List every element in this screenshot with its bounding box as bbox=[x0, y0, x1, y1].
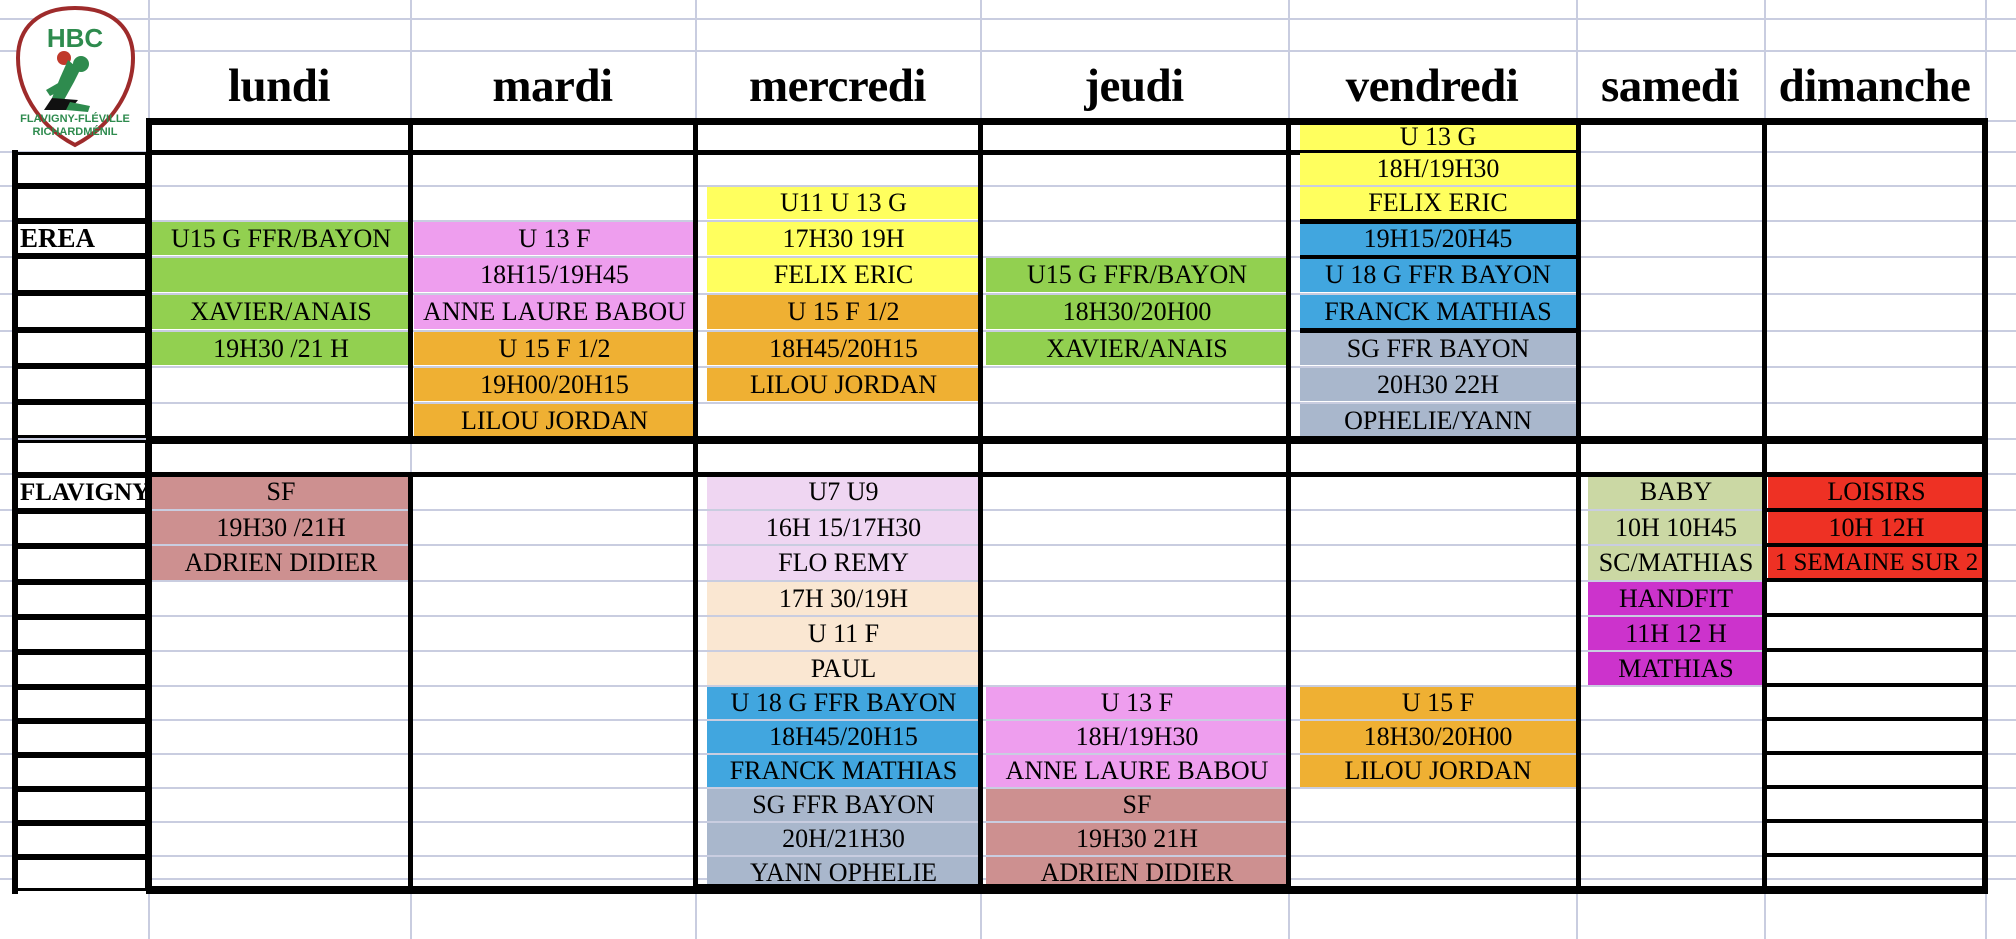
svg-text:HBC: HBC bbox=[47, 23, 104, 53]
schedule-cell[interactable]: FRANCK MATHIAS bbox=[707, 755, 980, 787]
schedule-cell[interactable]: U 13 F bbox=[414, 222, 695, 255]
schedule-cell[interactable]: ADRIEN DIDIER bbox=[152, 546, 410, 580]
schedule-cell[interactable]: 19H30 /21H bbox=[152, 511, 410, 544]
schedule-cell[interactable]: SF bbox=[152, 475, 410, 509]
schedule-cell[interactable]: U 15 F bbox=[1300, 687, 1576, 719]
schedule-cell[interactable]: 16H 15/17H30 bbox=[707, 511, 980, 544]
schedule-cell[interactable]: OPHELIE/YANN bbox=[1300, 404, 1576, 437]
schedule-cell[interactable]: XAVIER/ANAIS bbox=[152, 295, 410, 329]
schedule-cell[interactable]: 17H 30/19H bbox=[707, 582, 980, 615]
schedule-cell[interactable]: 19H30 21H bbox=[986, 823, 1288, 855]
schedule-cell[interactable]: 1 SEMAINE SUR 2 bbox=[1768, 546, 1985, 580]
schedule-cell[interactable]: U 11 F bbox=[707, 617, 980, 650]
schedule-cell[interactable]: HANDFIT bbox=[1588, 582, 1764, 615]
schedule-cell[interactable]: SG FFR BAYON bbox=[1300, 332, 1576, 365]
schedule-cell[interactable]: U15 G FFR/BAYON bbox=[152, 222, 410, 255]
schedule-cell[interactable]: LILOU JORDAN bbox=[707, 368, 980, 401]
schedule-cell[interactable]: U 18 G FFR BAYON bbox=[707, 687, 980, 719]
day-header-jeudi: jeudi bbox=[1084, 60, 1184, 112]
schedule-cell[interactable]: 19H00/20H15 bbox=[414, 368, 695, 401]
schedule-cell[interactable]: 18H30/20H00 bbox=[986, 295, 1288, 329]
schedule-cell[interactable]: 11H 12 H bbox=[1588, 617, 1764, 650]
schedule-cell[interactable]: U 13 G bbox=[1300, 122, 1576, 152]
schedule-cell[interactable]: PAUL bbox=[707, 652, 980, 685]
schedule-cell[interactable]: U 15 F 1/2 bbox=[707, 295, 980, 329]
schedule-cell[interactable]: U 13 F bbox=[986, 687, 1288, 719]
schedule-cell[interactable]: SC/MATHIAS bbox=[1588, 546, 1764, 580]
schedule-cell[interactable]: SG FFR BAYON bbox=[707, 789, 980, 821]
venue-label-flavigny: FLAVIGNY bbox=[20, 479, 151, 506]
schedule-cell[interactable] bbox=[152, 258, 410, 292]
schedule-cell[interactable]: 18H15/19H45 bbox=[414, 258, 695, 292]
day-header-samedi: samedi bbox=[1601, 60, 1740, 112]
schedule-cell[interactable]: FLO REMY bbox=[707, 546, 980, 580]
schedule-cell[interactable]: BABY bbox=[1588, 475, 1764, 509]
schedule-cell[interactable]: 18H/19H30 bbox=[986, 721, 1288, 753]
schedule-cell[interactable]: SF bbox=[986, 789, 1288, 821]
schedule-cell[interactable]: U 15 F 1/2 bbox=[414, 332, 695, 365]
schedule-cell[interactable]: LILOU JORDAN bbox=[1300, 755, 1576, 787]
schedule-cell[interactable]: U15 G FFR/BAYON bbox=[986, 258, 1288, 292]
schedule-cell[interactable]: U11 U 13 G bbox=[707, 187, 980, 219]
schedule-cell[interactable]: 18H/19H30 bbox=[1300, 153, 1576, 185]
day-header-dimanche: dimanche bbox=[1778, 60, 1971, 112]
schedule-cell[interactable]: 19H15/20H45 bbox=[1300, 222, 1576, 255]
day-header-lundi: lundi bbox=[227, 60, 331, 112]
logo-city-line2: RICHARDMÉNIL bbox=[33, 125, 118, 138]
schedule-cell[interactable]: 18H45/20H15 bbox=[707, 721, 980, 753]
schedule-cell[interactable]: YANN OPHELIE bbox=[707, 857, 980, 889]
schedule-cell[interactable]: LOISIRS bbox=[1768, 475, 1985, 509]
day-header-vendredi: vendredi bbox=[1345, 60, 1519, 112]
schedule-cell[interactable]: 18H30/20H00 bbox=[1300, 721, 1576, 753]
schedule-cell[interactable]: 19H30 /21 H bbox=[152, 332, 410, 365]
schedule-cell[interactable]: 10H 12H bbox=[1768, 511, 1985, 544]
schedule-cell[interactable]: FELIX ERIC bbox=[707, 258, 980, 292]
schedule-cell[interactable]: ADRIEN DIDIER bbox=[986, 857, 1288, 889]
day-header-mercredi: mercredi bbox=[749, 60, 926, 112]
schedule-cell[interactable]: FRANCK MATHIAS bbox=[1300, 295, 1576, 329]
schedule-cell[interactable]: MATHIAS bbox=[1588, 652, 1764, 685]
schedule-cell[interactable]: LILOU JORDAN bbox=[414, 404, 695, 437]
schedule-cell[interactable]: U7 U9 bbox=[707, 475, 980, 509]
logo-city-line1: FLAVIGNY-FLÉVILLE bbox=[20, 112, 130, 125]
schedule-cell[interactable]: FELIX ERIC bbox=[1300, 187, 1576, 219]
schedule-cell[interactable]: ANNE LAURE BABOU bbox=[986, 755, 1288, 787]
day-header-mardi: mardi bbox=[492, 60, 613, 112]
schedule-cell[interactable]: 18H45/20H15 bbox=[707, 332, 980, 365]
schedule-cell[interactable]: XAVIER/ANAIS bbox=[986, 332, 1288, 365]
schedule-cell[interactable]: 17H30 19H bbox=[707, 222, 980, 255]
handball-player-shield-icon: HBC FLAVIGNY-FLÉVILLE RICHARDMÉNIL bbox=[15, 5, 136, 148]
schedule-cell[interactable]: 10H 10H45 bbox=[1588, 511, 1764, 544]
venue-label-erea: EREA bbox=[20, 223, 96, 253]
schedule-cell[interactable]: 20H/21H30 bbox=[707, 823, 980, 855]
schedule-cell[interactable]: 20H30 22H bbox=[1300, 368, 1576, 401]
club-logo: HBC FLAVIGNY-FLÉVILLE RICHARDMÉNIL bbox=[8, 2, 143, 150]
schedule-cell[interactable]: U 18 G FFR BAYON bbox=[1300, 258, 1576, 292]
schedule-cell[interactable]: ANNE LAURE BABOU bbox=[414, 295, 695, 329]
